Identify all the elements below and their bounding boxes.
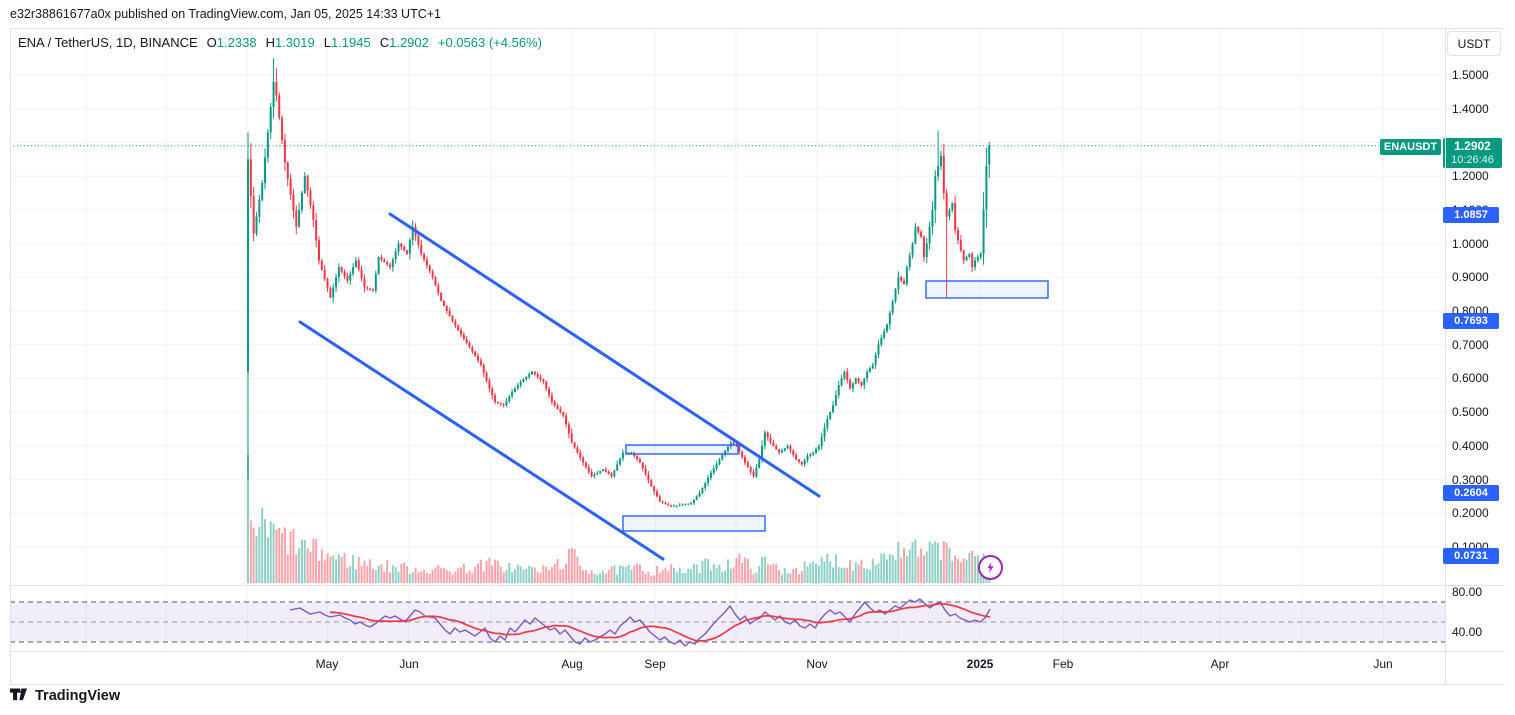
time-axis-label: 2025 — [966, 657, 994, 671]
price-tick-label: 0.6000 — [1452, 371, 1489, 386]
trendline-drawing[interactable] — [298, 320, 665, 561]
publish-info: e32r38861677a0x published on TradingView… — [0, 0, 1515, 28]
drawing-price-label: 1.0857 — [1443, 206, 1499, 223]
volume-layer — [247, 454, 991, 583]
separator — [10, 684, 1505, 685]
grid-layer — [10, 28, 1445, 651]
rectangle-drawing[interactable] — [622, 515, 766, 532]
price-tick-label: 1.2000 — [1452, 169, 1489, 184]
currency-usdt-button[interactable]: USDT — [1447, 31, 1501, 56]
price-tick-label: 1.0000 — [1452, 236, 1489, 251]
rsi-ma-line — [329, 602, 991, 642]
price-tick-label: 0.4000 — [1452, 438, 1489, 453]
rectangle-drawing[interactable] — [625, 444, 739, 455]
separator — [10, 28, 1505, 29]
trendline-drawing[interactable] — [388, 212, 821, 498]
time-axis-label: Apr — [1210, 657, 1230, 671]
tradingview-logo-icon — [10, 688, 27, 701]
time-axis-label: Aug — [561, 657, 583, 671]
ohlc-change: +0.0563 (+4.56%) — [437, 35, 542, 50]
time-axis[interactable]: May Jun Aug Sep Nov 2025 Feb Apr Jun — [10, 651, 1445, 684]
last-price-value: 1.2902 — [1454, 138, 1491, 153]
last-price-label[interactable]: 1.2902 10:26:46 — [1443, 137, 1502, 168]
drawing-price-label: 0.2604 — [1443, 484, 1499, 501]
ohlc-low: L 1.1945 — [323, 35, 371, 50]
time-axis-label: Jun — [399, 657, 419, 671]
price-tick-label: 0.7000 — [1452, 337, 1489, 352]
separator — [10, 28, 11, 684]
symbol-title: ENA / TetherUS, 1D, BINANCE — [18, 35, 198, 50]
rsi-tick-label: 80.00 — [1452, 585, 1483, 599]
footer: TradingView — [10, 688, 120, 704]
rsi-pane — [10, 598, 1445, 647]
price-tick-label: 0.3000 — [1452, 472, 1489, 487]
separator — [1445, 28, 1446, 684]
time-axis-label: Nov — [806, 657, 828, 671]
symbol-price-tag: ENAUSDT — [1380, 138, 1441, 155]
separator — [10, 651, 1505, 652]
symbol-price-tag-text: ENAUSDT — [1383, 140, 1438, 153]
chart-canvas[interactable] — [10, 28, 1445, 684]
time-axis-label: Feb — [1052, 657, 1074, 671]
drawing-price-label: 0.7693 — [1443, 313, 1499, 330]
tradingview-logo-text: TradingView — [35, 688, 121, 704]
drawings-layer[interactable] — [298, 212, 1049, 561]
time-axis-label: Jun — [1373, 657, 1393, 671]
flash-idea-button[interactable] — [978, 555, 1003, 580]
rectangle-drawing[interactable] — [925, 280, 1049, 299]
countdown: 10:26:46 — [1451, 153, 1494, 166]
price-tick-label: 0.5000 — [1452, 405, 1489, 420]
tradingview-logo[interactable]: TradingView — [10, 688, 120, 704]
price-scale[interactable]: 1.50001.40001.20001.10001.00000.90000.80… — [1445, 28, 1515, 684]
separator — [10, 585, 1505, 586]
ohlc-open: O 1.2338 — [206, 35, 257, 50]
ohlc-close: C 1.2902 — [379, 35, 429, 50]
drawing-price-label: 0.0731 — [1443, 548, 1499, 565]
price-tick-label: 1.4000 — [1452, 101, 1489, 116]
time-axis-label: Sep — [644, 657, 666, 671]
publish-info-text: e32r38861677a0x published on TradingView… — [10, 7, 441, 21]
candles-layer[interactable] — [247, 58, 991, 508]
ohlc-high: H 1.3019 — [265, 35, 315, 50]
price-tick-label: 0.2000 — [1452, 506, 1489, 521]
time-axis-label: May — [315, 657, 339, 671]
lightning-icon — [987, 562, 994, 573]
price-tick-label: 0.9000 — [1452, 270, 1489, 285]
rsi-tick-label: 40.00 — [1452, 625, 1483, 639]
price-tick-label: 1.5000 — [1452, 68, 1489, 82]
symbol-legend: ENA / TetherUS, 1D, BINANCE O 1.2338 H 1.3… — [18, 35, 542, 50]
